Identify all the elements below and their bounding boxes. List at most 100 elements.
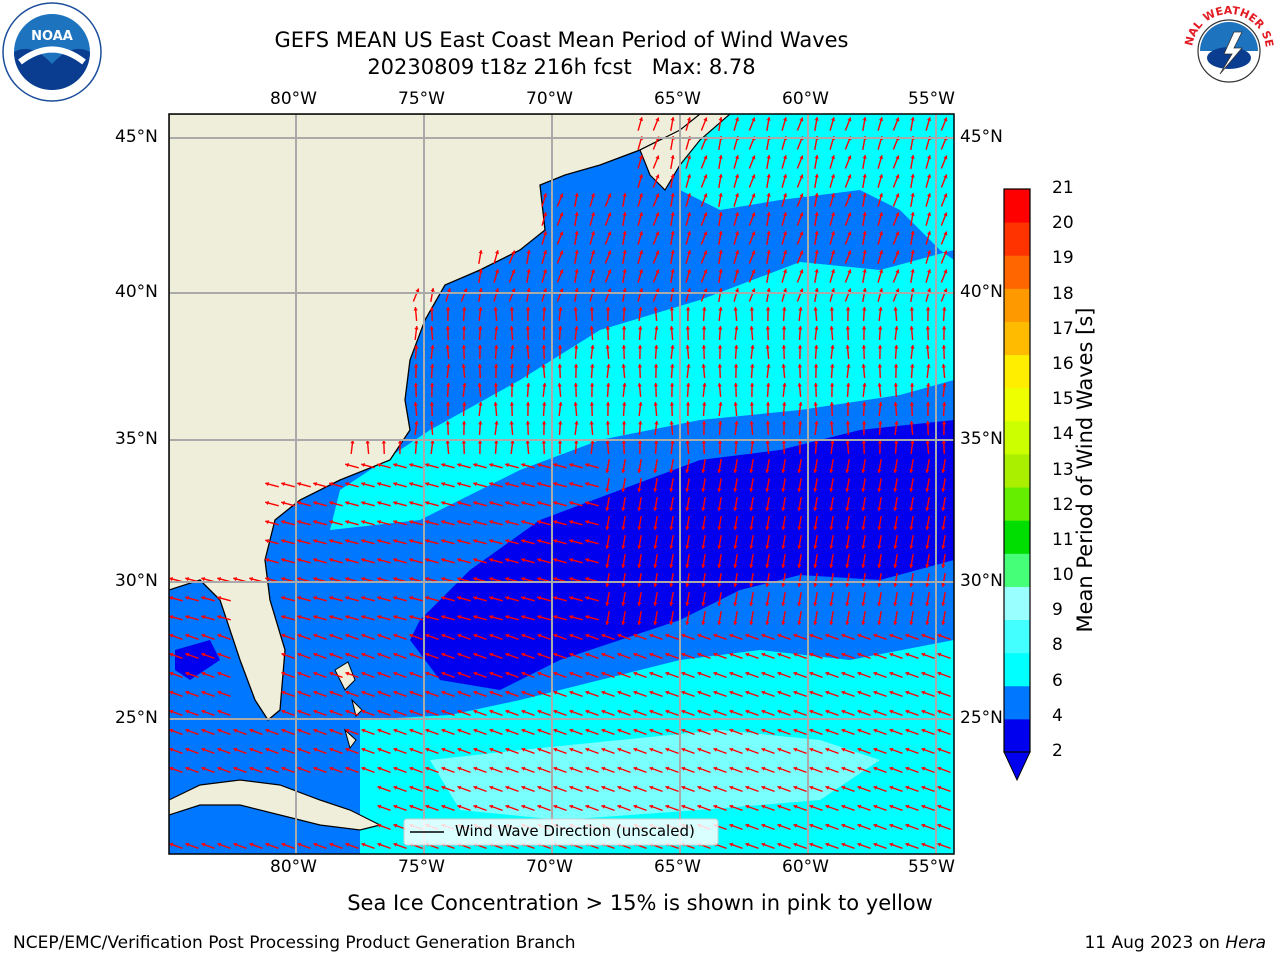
wave-arrow-head bbox=[297, 481, 302, 487]
wave-arrow-head bbox=[729, 728, 734, 733]
wave-arrow-head bbox=[425, 671, 430, 676]
colorbar-frame bbox=[1003, 188, 1031, 753]
wave-arrow-head bbox=[862, 383, 867, 387]
wave-arrow-head bbox=[895, 174, 900, 179]
wave-arrow-head bbox=[777, 804, 782, 809]
wave-arrow-head bbox=[733, 488, 738, 492]
wave-arrow-head bbox=[925, 326, 931, 330]
wave-arrow-head bbox=[441, 519, 446, 525]
wave-arrow-head bbox=[313, 690, 318, 695]
wave-arrow-head bbox=[457, 633, 462, 638]
wave-arrow-head bbox=[926, 212, 932, 217]
wave-arrow-head bbox=[649, 709, 654, 714]
colorbar-tick-label: 19 bbox=[1052, 248, 1074, 269]
wave-arrow-head bbox=[617, 633, 622, 638]
wave-arrow-head bbox=[830, 212, 836, 217]
wave-arrow-head bbox=[605, 488, 610, 492]
wave-arrow-head bbox=[765, 469, 770, 473]
wave-arrow-head bbox=[926, 364, 931, 368]
wave-arrow-head bbox=[745, 690, 750, 695]
wave-arrow-head bbox=[393, 557, 398, 563]
wave-arrow-head bbox=[441, 690, 446, 695]
wave-arrow-head bbox=[313, 671, 318, 676]
wave-arrow-head bbox=[782, 212, 788, 217]
wave-arrow-head bbox=[861, 488, 866, 492]
wave-arrow-head bbox=[894, 440, 899, 444]
wave-arrow-head bbox=[397, 440, 403, 444]
wave-arrow-head bbox=[926, 117, 932, 122]
wave-arrow-head bbox=[249, 842, 254, 847]
wave-arrow-head bbox=[393, 671, 398, 676]
wave-arrow-head bbox=[494, 440, 499, 444]
wave-arrow-head bbox=[542, 269, 548, 274]
wave-arrow-head bbox=[607, 212, 612, 217]
wave-arrow-head bbox=[733, 545, 738, 549]
wave-arrow-head bbox=[329, 595, 334, 601]
wave-arrow-head bbox=[877, 564, 882, 568]
wave-arrow-head bbox=[329, 690, 334, 695]
wave-arrow-head bbox=[345, 690, 350, 695]
wave-arrow-head bbox=[729, 709, 734, 714]
wave-arrow-head bbox=[718, 212, 723, 216]
wave-arrow-head bbox=[809, 633, 814, 638]
wave-arrow-head bbox=[526, 250, 531, 254]
wave-arrow-head bbox=[505, 728, 510, 733]
wave-arrow-head bbox=[585, 804, 590, 809]
wave-arrow-head bbox=[686, 250, 692, 255]
wave-arrow-head bbox=[845, 421, 851, 425]
wave-arrow-head bbox=[297, 766, 302, 771]
wave-arrow-head bbox=[781, 488, 786, 492]
wave-arrow-head bbox=[494, 288, 500, 293]
wave-arrow-head bbox=[749, 507, 754, 511]
wave-arrow-head bbox=[633, 652, 638, 657]
wave-arrow-head bbox=[409, 519, 414, 525]
wave-arrow-head bbox=[937, 728, 942, 733]
wave-arrow-head bbox=[441, 557, 446, 563]
wave-arrow-head bbox=[814, 421, 819, 425]
wave-arrow-head bbox=[313, 481, 318, 487]
wave-arrow-head bbox=[941, 526, 946, 530]
wave-arrow-head bbox=[797, 507, 802, 511]
wave-arrow-head bbox=[717, 545, 722, 549]
colorbar-segment bbox=[1004, 354, 1030, 389]
wave-arrow-head bbox=[873, 823, 878, 828]
wave-arrow-head bbox=[607, 193, 612, 198]
wave-arrow-head bbox=[889, 690, 894, 695]
wave-arrow-head bbox=[633, 785, 638, 790]
wave-arrow-head bbox=[798, 421, 803, 425]
wave-arrow-head bbox=[729, 842, 734, 847]
wave-arrow-head bbox=[701, 621, 706, 625]
lat-tick-right: 30°N bbox=[960, 571, 1003, 591]
wave-arrow-head bbox=[521, 519, 526, 525]
wave-arrow-head bbox=[862, 193, 867, 197]
wave-arrow-head bbox=[910, 364, 915, 368]
wave-arrow-head bbox=[825, 633, 830, 638]
wave-arrow-head bbox=[329, 766, 334, 771]
wave-arrow-head bbox=[569, 614, 574, 620]
wave-arrow-head bbox=[751, 288, 756, 293]
wave-arrow-head bbox=[461, 440, 467, 444]
wave-arrow-head bbox=[559, 250, 564, 255]
wave-arrow-head bbox=[729, 785, 734, 790]
wave-arrow-head bbox=[825, 804, 830, 809]
wave-arrow-head bbox=[526, 383, 531, 387]
wave-arrow-head bbox=[681, 652, 686, 657]
wave-arrow-head bbox=[799, 250, 804, 255]
wave-arrow-head bbox=[925, 526, 930, 530]
wave-arrow-head bbox=[809, 842, 814, 847]
wave-arrow-head bbox=[590, 288, 596, 293]
lon-tick-bottom: 75°W bbox=[398, 857, 445, 877]
wave-arrow-head bbox=[477, 345, 483, 349]
wave-arrow-head bbox=[494, 250, 500, 255]
wave-arrow-head bbox=[845, 402, 851, 406]
wave-arrow-head bbox=[297, 595, 302, 601]
nws-logo: NATIONAL WEATHER SERVICE bbox=[1175, 0, 1278, 100]
wave-arrow-head bbox=[569, 633, 574, 638]
wave-arrow-head bbox=[733, 602, 738, 606]
wave-arrow-head bbox=[857, 709, 862, 714]
wave-arrow-head bbox=[905, 709, 910, 714]
wave-arrow-head bbox=[895, 231, 900, 236]
wave-arrow-head bbox=[734, 440, 739, 444]
wave-arrow-head bbox=[361, 500, 366, 506]
wave-arrow-head bbox=[441, 614, 446, 620]
